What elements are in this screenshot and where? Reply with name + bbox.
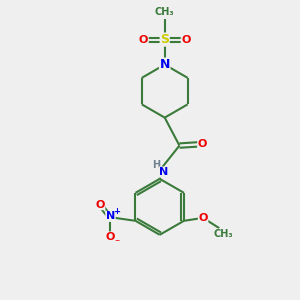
Text: O: O xyxy=(139,34,148,45)
Text: CH₃: CH₃ xyxy=(155,7,175,16)
Text: O: O xyxy=(181,34,190,45)
Text: O: O xyxy=(106,232,115,242)
Text: S: S xyxy=(160,33,169,46)
Text: ⁻: ⁻ xyxy=(114,238,119,248)
Text: N: N xyxy=(159,167,168,177)
Text: +: + xyxy=(113,207,120,216)
Text: N: N xyxy=(160,58,170,71)
Text: N: N xyxy=(106,212,115,221)
Text: H: H xyxy=(152,160,160,170)
Text: O: O xyxy=(198,139,207,149)
Text: O: O xyxy=(198,213,208,223)
Text: O: O xyxy=(95,200,105,210)
Text: CH₃: CH₃ xyxy=(214,229,233,239)
